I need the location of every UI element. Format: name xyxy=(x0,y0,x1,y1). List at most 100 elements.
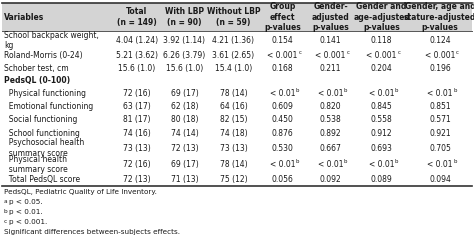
Text: < 0.001: < 0.001 xyxy=(425,51,456,60)
Text: 74 (18): 74 (18) xyxy=(219,129,247,138)
Text: c: c xyxy=(456,50,459,55)
Text: 0.092: 0.092 xyxy=(320,175,341,184)
Bar xyxy=(2,173,472,186)
Text: 0.693: 0.693 xyxy=(371,143,392,153)
Text: 4.21 (1.36): 4.21 (1.36) xyxy=(212,36,255,45)
Bar xyxy=(2,140,472,156)
Text: 0.609: 0.609 xyxy=(272,102,293,111)
Text: 0.196: 0.196 xyxy=(429,64,451,73)
Text: < 0.001: < 0.001 xyxy=(315,51,346,60)
Text: 69 (17): 69 (17) xyxy=(171,160,198,169)
Text: b: b xyxy=(296,159,300,164)
Text: p < 0.001.: p < 0.001. xyxy=(9,219,47,225)
Text: 73 (13): 73 (13) xyxy=(123,143,151,153)
Text: 0.667: 0.667 xyxy=(319,143,342,153)
Text: 0.450: 0.450 xyxy=(272,115,293,124)
Text: Significant differences between-subjects effects.: Significant differences between-subjects… xyxy=(4,229,180,235)
Bar xyxy=(2,75,472,86)
Text: 4.04 (1.24): 4.04 (1.24) xyxy=(116,36,158,45)
Text: Gender, age and
stature-adjusted
p-values: Gender, age and stature-adjusted p-value… xyxy=(404,2,474,32)
Text: 78 (14): 78 (14) xyxy=(219,160,247,169)
Text: 0.558: 0.558 xyxy=(371,115,392,124)
Text: 15.6 (1.0): 15.6 (1.0) xyxy=(166,64,203,73)
Text: 74 (14): 74 (14) xyxy=(171,129,198,138)
Text: < 0.001: < 0.001 xyxy=(267,51,298,60)
Text: 73 (13): 73 (13) xyxy=(219,143,247,153)
Text: 0.538: 0.538 xyxy=(320,115,341,124)
Text: 0.204: 0.204 xyxy=(371,64,392,73)
Text: Social functioning: Social functioning xyxy=(4,115,78,124)
Text: 0.168: 0.168 xyxy=(272,64,293,73)
Text: < 0.01: < 0.01 xyxy=(428,89,453,98)
Text: 64 (16): 64 (16) xyxy=(219,102,247,111)
Text: 3.61 (2.65): 3.61 (2.65) xyxy=(212,51,255,60)
Text: 0.056: 0.056 xyxy=(272,175,293,184)
Text: Gender-
adjusted
p-values: Gender- adjusted p-values xyxy=(312,2,349,32)
Bar xyxy=(2,156,472,173)
Text: c: c xyxy=(397,50,401,55)
Text: 0.705: 0.705 xyxy=(429,143,451,153)
Text: 69 (17): 69 (17) xyxy=(171,89,198,98)
Text: PedsQL (0-100): PedsQL (0-100) xyxy=(4,76,71,85)
Text: p < 0.01.: p < 0.01. xyxy=(9,209,42,215)
Text: b: b xyxy=(454,88,457,93)
Text: b: b xyxy=(4,209,8,214)
Text: 71 (13): 71 (13) xyxy=(171,175,198,184)
Text: Physical functioning: Physical functioning xyxy=(4,89,86,98)
Text: b: b xyxy=(344,159,347,164)
Bar xyxy=(2,62,472,75)
Text: a: a xyxy=(4,199,8,204)
Text: 15.4 (1.0): 15.4 (1.0) xyxy=(215,64,252,73)
Text: 0.530: 0.530 xyxy=(272,143,293,153)
Text: 0.876: 0.876 xyxy=(272,129,293,138)
Text: 3.92 (1.14): 3.92 (1.14) xyxy=(164,36,205,45)
Text: b: b xyxy=(395,159,398,164)
Text: 0.921: 0.921 xyxy=(429,129,451,138)
Text: Gender and
age-adjusted
p-values: Gender and age-adjusted p-values xyxy=(353,2,410,32)
Text: 78 (14): 78 (14) xyxy=(219,89,247,98)
Bar xyxy=(2,3,472,31)
Text: 5.21 (3.62): 5.21 (3.62) xyxy=(116,51,158,60)
Text: Roland-Morris (0-24): Roland-Morris (0-24) xyxy=(4,51,83,60)
Text: Total PedsQL score: Total PedsQL score xyxy=(4,175,81,184)
Text: Variables: Variables xyxy=(4,13,45,21)
Text: School backpack weight,
kg: School backpack weight, kg xyxy=(4,31,99,50)
Bar xyxy=(2,100,472,113)
Text: < 0.01: < 0.01 xyxy=(270,89,295,98)
Text: c: c xyxy=(298,50,301,55)
Text: c: c xyxy=(4,219,7,224)
Text: < 0.001: < 0.001 xyxy=(366,51,397,60)
Text: 0.845: 0.845 xyxy=(371,102,392,111)
Text: < 0.01: < 0.01 xyxy=(369,160,394,169)
Text: 0.851: 0.851 xyxy=(429,102,451,111)
Text: 0.154: 0.154 xyxy=(272,36,293,45)
Bar xyxy=(2,48,472,62)
Text: 6.26 (3.79): 6.26 (3.79) xyxy=(163,51,206,60)
Text: Total
(n = 149): Total (n = 149) xyxy=(117,7,157,27)
Text: 72 (16): 72 (16) xyxy=(123,89,151,98)
Text: 15.6 (1.0): 15.6 (1.0) xyxy=(118,64,155,73)
Text: 72 (13): 72 (13) xyxy=(171,143,198,153)
Text: 0.820: 0.820 xyxy=(320,102,341,111)
Text: < 0.01: < 0.01 xyxy=(318,160,343,169)
Text: With LBP
(n = 90): With LBP (n = 90) xyxy=(165,7,204,27)
Text: c: c xyxy=(346,50,349,55)
Text: 82 (15): 82 (15) xyxy=(219,115,247,124)
Text: 72 (16): 72 (16) xyxy=(123,160,151,169)
Bar xyxy=(2,32,472,48)
Text: b: b xyxy=(395,88,398,93)
Text: 0.118: 0.118 xyxy=(371,36,392,45)
Text: 81 (17): 81 (17) xyxy=(123,115,151,124)
Bar xyxy=(2,126,472,140)
Text: 0.571: 0.571 xyxy=(429,115,451,124)
Text: b: b xyxy=(344,88,347,93)
Text: PedsQL, Pediatric Quality of Life Inventory.: PedsQL, Pediatric Quality of Life Invent… xyxy=(4,189,157,195)
Text: < 0.01: < 0.01 xyxy=(270,160,295,169)
Text: Physical health
  summary score: Physical health summary score xyxy=(4,155,68,174)
Text: 72 (13): 72 (13) xyxy=(123,175,151,184)
Text: p < 0.05.: p < 0.05. xyxy=(9,199,42,205)
Text: < 0.01: < 0.01 xyxy=(369,89,394,98)
Text: 75 (12): 75 (12) xyxy=(219,175,247,184)
Text: Group
effect
p-values: Group effect p-values xyxy=(264,2,301,32)
Text: 0.089: 0.089 xyxy=(371,175,392,184)
